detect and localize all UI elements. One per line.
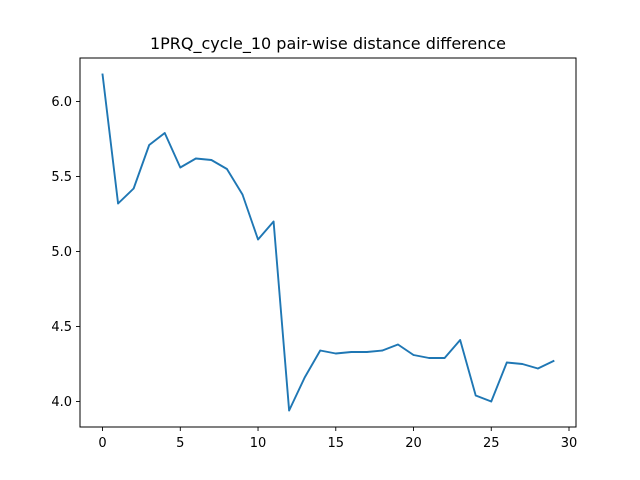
data-point-0-9 [241, 193, 244, 196]
plot-area: 0 5 10 15 20 25 30 4.0 4.5 5.0 5.5 6.0 [51, 57, 578, 451]
axes-background [80, 58, 576, 427]
data-point-0-19 [397, 343, 399, 346]
data-point-0-23 [459, 339, 461, 341]
y-tick-label: 4.5 [51, 320, 72, 335]
data-point-0-26 [506, 361, 508, 364]
data-point-0-1 [117, 202, 119, 205]
y-tick-label: 6.0 [51, 95, 72, 110]
data-point-0-10 [257, 238, 259, 241]
data-point-0-0 [101, 73, 104, 76]
data-point-0-2 [132, 187, 135, 190]
x-tick-label: 15 [328, 436, 345, 451]
x-tick-label: 25 [483, 436, 500, 451]
x-tick-label: 30 [561, 436, 578, 451]
y-tick-label: 5.5 [51, 170, 72, 185]
data-point-0-25 [490, 400, 493, 403]
data-point-0-11 [272, 220, 275, 223]
x-tick-label: 20 [405, 436, 422, 451]
data-point-0-24 [474, 394, 477, 397]
data-point-0-15 [334, 352, 337, 355]
chart-title: 1PRQ_cycle_10 pair-wise distance differe… [150, 34, 506, 54]
x-tick-label: 10 [250, 436, 267, 451]
data-point-0-28 [537, 367, 539, 370]
data-point-0-12 [288, 409, 290, 412]
x-tick-label: 0 [98, 436, 106, 451]
data-point-0-16 [350, 351, 353, 353]
data-point-0-27 [521, 363, 524, 365]
data-point-0-21 [428, 357, 430, 359]
data-point-0-13 [303, 376, 306, 379]
data-point-0-7 [210, 159, 213, 161]
data-point-0-6 [195, 157, 197, 160]
data-point-0-3 [148, 144, 150, 146]
data-series-line-0 [101, 73, 555, 412]
y-tick-label: 5.0 [51, 245, 72, 260]
data-point-0-8 [226, 168, 228, 170]
data-point-0-17 [366, 351, 368, 353]
axes-frame [79, 57, 577, 428]
y-tick-label: 4.0 [51, 395, 72, 410]
data-point-0-18 [381, 349, 384, 352]
data-point-0-14 [319, 349, 322, 352]
data-point-0-22 [443, 357, 446, 359]
data-point-0-29 [552, 360, 555, 362]
x-tick-label: 5 [176, 436, 184, 451]
data-point-0-4 [163, 132, 166, 134]
data-point-0-5 [179, 166, 182, 169]
data-point-0-20 [412, 354, 415, 356]
